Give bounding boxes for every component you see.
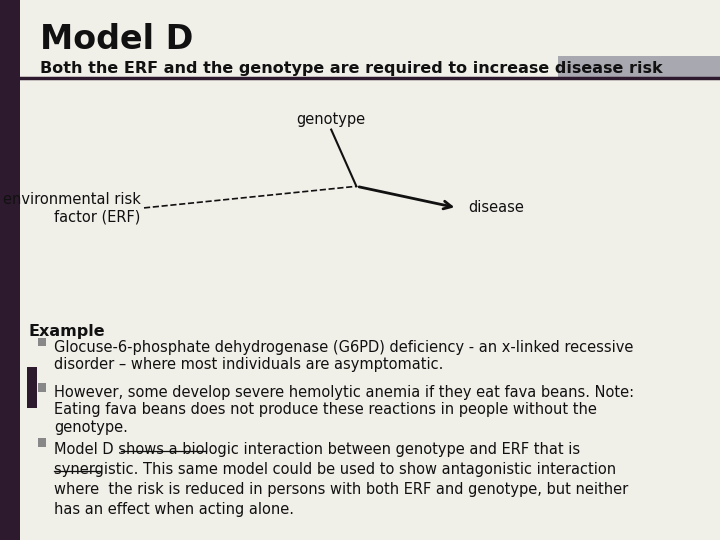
Text: environmental risk
factor (ERF): environmental risk factor (ERF) — [3, 192, 140, 224]
Bar — [38, 338, 46, 346]
Text: However, some develop severe hemolytic anemia if they eat fava beans. Note:
Eati: However, some develop severe hemolytic a… — [54, 385, 634, 435]
Text: Model D shows a biologic interaction between genotype and ERF that is: Model D shows a biologic interaction bet… — [54, 442, 580, 457]
Text: synergistic. This same model could be used to show antagonistic interaction: synergistic. This same model could be us… — [54, 462, 616, 477]
Text: has an effect when acting alone.: has an effect when acting alone. — [54, 502, 294, 517]
Text: genotype: genotype — [297, 112, 366, 127]
Text: where  the risk is reduced in persons with both ERF and genotype, but neither: where the risk is reduced in persons wit… — [54, 482, 629, 497]
Text: Model D: Model D — [40, 23, 193, 56]
Text: Example: Example — [29, 324, 105, 339]
Bar — [38, 438, 46, 447]
Bar — [38, 383, 46, 391]
Bar — [558, 56, 720, 78]
Text: Both the ERF and the genotype are required to increase disease risk: Both the ERF and the genotype are requir… — [40, 61, 662, 76]
Bar — [0, 0, 20, 540]
Text: Model D shows a biologic interaction between genotype and ERF that is: Model D shows a biologic interaction bet… — [54, 442, 580, 457]
Bar — [27, 367, 37, 408]
Text: Glocuse-6-phosphate dehydrogenase (G6PD) deficiency - an x-linked recessive
diso: Glocuse-6-phosphate dehydrogenase (G6PD)… — [54, 340, 634, 372]
Text: disease: disease — [468, 200, 524, 215]
